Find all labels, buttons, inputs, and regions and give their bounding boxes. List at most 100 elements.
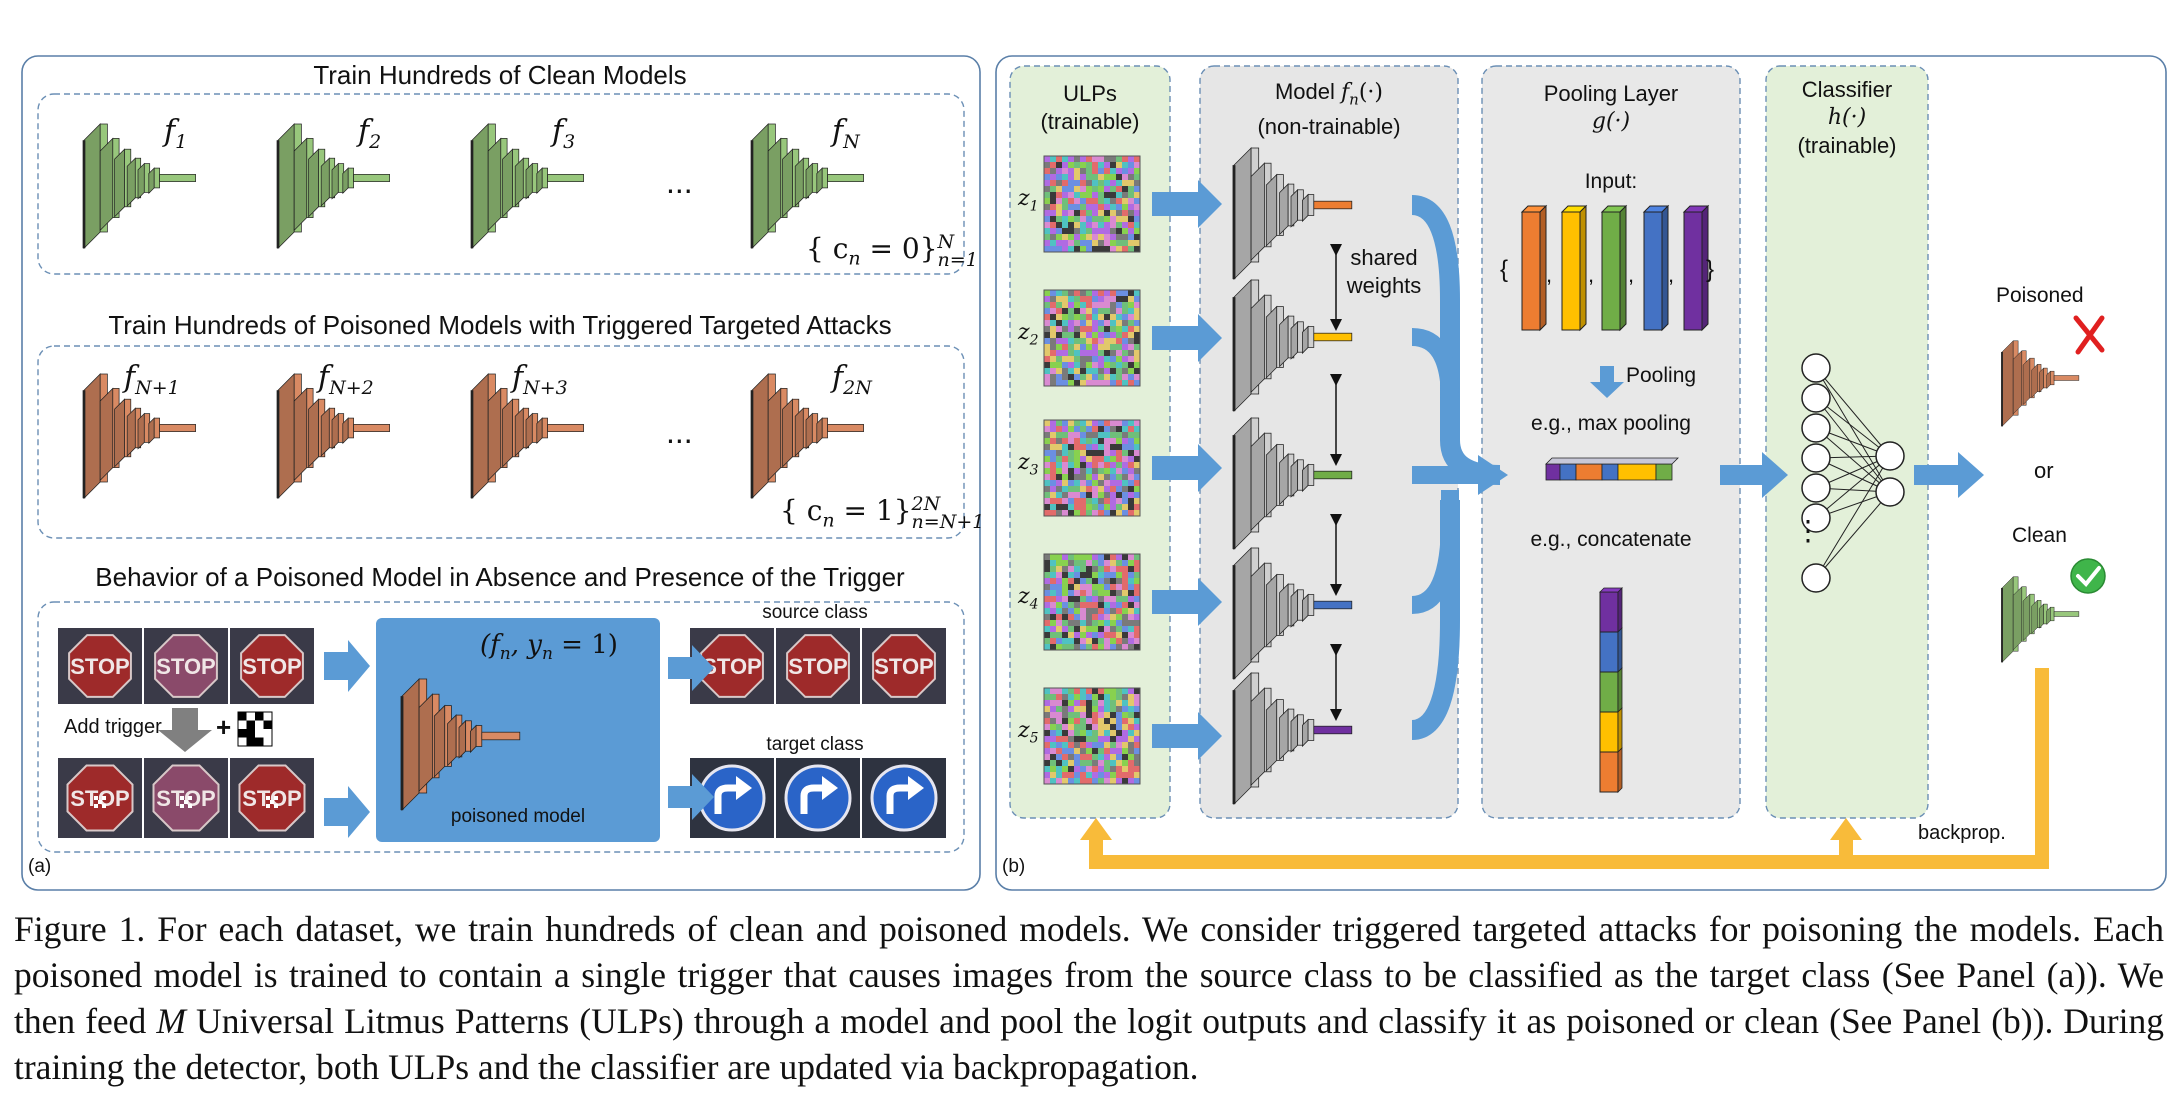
ulp-pixel — [1134, 584, 1140, 590]
ulp-pixel — [1134, 748, 1140, 754]
ulp-pixel — [1116, 296, 1122, 302]
ulp-pixel — [1122, 432, 1128, 438]
ulp-pixel — [1080, 290, 1086, 296]
ulp-pixel — [1092, 748, 1098, 754]
ulp-pixel — [1104, 748, 1110, 754]
ulp-pixel — [1122, 554, 1128, 560]
ulp-pixel — [1080, 156, 1086, 162]
arrow-to-model-2 — [324, 786, 370, 838]
cnn-slab-side — [1265, 305, 1278, 379]
ulp-pixel — [1086, 510, 1092, 516]
ulp-pixel — [1074, 742, 1080, 748]
source-class-label: source class — [762, 602, 868, 623]
ulp-pixel — [1134, 638, 1140, 644]
ulp-pixel — [1050, 168, 1056, 174]
cnn-slab-side — [277, 123, 295, 250]
ulp-pixel — [1080, 554, 1086, 560]
cnn-slab-side — [99, 137, 114, 232]
ulp-pixel — [1056, 162, 1062, 168]
ulp-pixel — [1080, 748, 1086, 754]
trigger-cell — [188, 804, 192, 808]
ulp-pixel — [1122, 168, 1128, 174]
ulp-pixel — [1086, 222, 1092, 228]
ulp-pixel — [1128, 174, 1134, 180]
ulp-pixel — [1062, 772, 1068, 778]
ulp-pixel — [1122, 246, 1128, 252]
ulp-pixel — [1080, 162, 1086, 168]
ulp-pixel — [1092, 186, 1098, 192]
or-label: or — [2034, 458, 2054, 483]
ulp-pixel — [1116, 374, 1122, 380]
ulp-pixel — [1134, 180, 1140, 186]
ulp-pixel — [1134, 736, 1140, 742]
ulp-pixel — [1116, 760, 1122, 766]
backprop-path — [1089, 668, 2049, 869]
ulp-pixel — [1080, 432, 1086, 438]
ulp-pixel — [1050, 688, 1056, 694]
ulp-pixel — [1110, 602, 1116, 608]
ulp-pixel — [1062, 498, 1068, 504]
ulp-pixel — [1122, 362, 1128, 368]
ulp-pixel — [1116, 362, 1122, 368]
ulp-arrow — [1152, 712, 1222, 760]
ulp-pixel — [1116, 368, 1122, 374]
ulp-pixel — [1098, 174, 1104, 180]
ulp-pixel — [1098, 486, 1104, 492]
ulp-pixel — [1134, 216, 1140, 222]
ulp-pixel — [1068, 228, 1074, 234]
ulp-pixel — [1104, 614, 1110, 620]
ulp-pixel — [1104, 356, 1110, 362]
ulp-pixel — [1122, 380, 1128, 386]
ulp-pixel — [1110, 718, 1116, 724]
trigger-cell — [180, 804, 184, 808]
ulp-pixel — [1086, 432, 1092, 438]
ulp-pixel — [1098, 754, 1104, 760]
vector-bar — [1683, 211, 1703, 331]
ulp-pixel — [1086, 614, 1092, 620]
ulp-pixel — [1050, 480, 1056, 486]
ulp-pixel — [1122, 614, 1128, 620]
cnn-slab-side — [751, 123, 769, 250]
ulp-pixel — [1122, 228, 1128, 234]
ulp-pixel — [1044, 192, 1050, 198]
target-circle — [784, 764, 852, 832]
ulp-pixel — [1134, 432, 1140, 438]
stop-octagon — [700, 634, 764, 698]
ulp-pixel — [1050, 234, 1056, 240]
ulp-pixel — [1068, 468, 1074, 474]
ulp-pixel — [1104, 462, 1110, 468]
ulp-pixel — [1134, 712, 1140, 718]
ulp-pixel — [1092, 754, 1098, 760]
ulp-pixel — [1080, 198, 1086, 204]
ulp-pixel — [1092, 444, 1098, 450]
ulp-pixel — [1134, 210, 1140, 216]
ulp-pixel — [1068, 246, 1074, 252]
ulp-pixel — [1092, 468, 1098, 474]
ulp-pixel — [1056, 186, 1062, 192]
ulp-pixel — [1050, 444, 1056, 450]
ulp-pixel — [1086, 438, 1092, 444]
ulp-pixel — [1110, 314, 1116, 320]
ulp-pixel — [1074, 156, 1080, 162]
ulp-pixel — [1110, 584, 1116, 590]
trigger-pattern — [237, 711, 273, 747]
vector-side — [1539, 204, 1547, 332]
ulp-label-5: z5 — [1018, 718, 1039, 747]
cnn-slab-side — [114, 148, 125, 218]
ulp-pixel — [1062, 332, 1068, 338]
ulp-pixel — [1128, 420, 1134, 426]
ulp-pixel — [1104, 766, 1110, 772]
cnn-slab-side — [137, 412, 145, 450]
ulp-pixel — [1080, 560, 1086, 566]
ulp-pixel — [1098, 480, 1104, 486]
ulp-pixel — [1080, 462, 1086, 468]
ulp-pixel — [1098, 468, 1104, 474]
cnn-slab-side — [471, 373, 489, 500]
ulp-pixel — [1098, 554, 1104, 560]
ulp-pixel — [1080, 246, 1086, 252]
ulp-pixel — [1116, 754, 1122, 760]
ulp-pixel — [1104, 338, 1110, 344]
ulp-pixel — [1056, 198, 1062, 204]
ulp-pixel — [1050, 246, 1056, 252]
